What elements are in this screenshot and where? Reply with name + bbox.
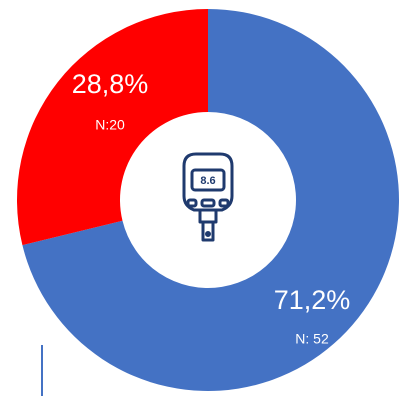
donut-slice <box>22 9 399 392</box>
value-label: 28,8% <box>72 69 149 99</box>
icon-glyph: 8.6 <box>200 175 215 187</box>
count-label: N: 52 <box>295 331 329 347</box>
donut-slice <box>16 9 208 246</box>
count-label: N:20 <box>95 117 125 133</box>
glucose-meter-icon: 8.6 <box>182 152 234 242</box>
donut <box>16 9 399 392</box>
value-label: 71,2% <box>274 285 351 315</box>
